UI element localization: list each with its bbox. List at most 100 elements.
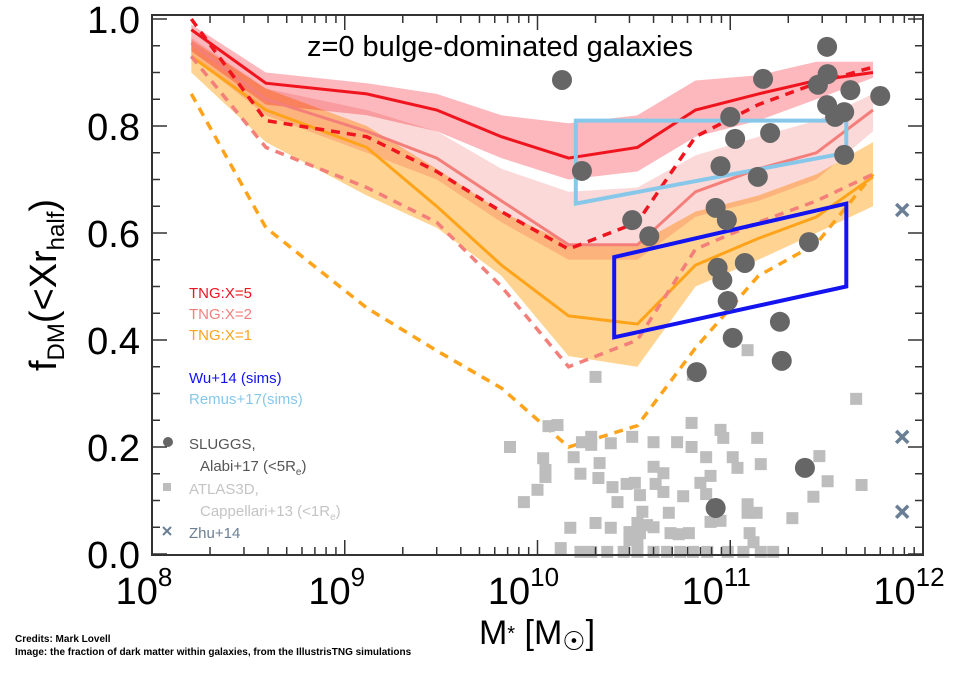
atlas3d-point [593,457,606,470]
atlas3d-point [682,527,695,540]
atlas3d-point [855,478,868,491]
atlas3d-point [704,469,717,482]
atlas3d-point [531,483,544,496]
atlas3d-point [700,451,713,464]
atlas3d-point [674,545,687,558]
legend-entry-cappellari: Cappellari+13 (<1Re) [200,503,341,523]
atlas3d-point [747,536,760,549]
box-wu [612,201,849,340]
atlas3d-point [672,528,685,541]
atlas3d-point [821,475,834,488]
y-label-sub: DM [43,323,70,360]
sluggs-point [807,74,828,95]
atlas3d-point [589,516,602,529]
sluggs-point [710,156,731,177]
legend: TNG:X=5 TNG:X=2 TNG:X=1 Wu+14 (sims) Remus+1… [162,285,341,542]
atlas3d-point [807,490,820,503]
sluggs-point [747,166,768,187]
atlas3d-point [636,505,649,518]
atlas3d-point [564,521,577,534]
atlas3d-point [504,441,517,453]
y-tick-label: 0.8 [87,107,140,149]
atlas3d-point [617,545,630,558]
sluggs-point [734,252,755,273]
legend-entry-sluggs: SLUGGS, [189,436,256,453]
x-tick-label: 109 [308,562,365,613]
atlas3d-point [685,441,698,453]
band-tng-x-2 [191,37,874,260]
sluggs-point [794,457,815,478]
legend-entry-tng-x-1: TNG:X=1 [189,327,252,344]
solar-symbol: ☉ [562,626,585,656]
legend-entry-tng-x-2: TNG:X=2 [189,306,252,323]
y-tick-label: 1.0 [87,0,140,42]
x-tick-base: 10 [682,571,724,613]
legend-entry-box: Remus+17(sims) [189,391,303,408]
atlas3d-point [589,370,602,383]
y-tick-label: 0.0 [87,535,140,577]
atlas3d-point [626,430,639,443]
sluggs-point [753,68,774,89]
zhu-point [894,202,910,218]
atlas3d-point [631,536,644,549]
atlas3d-point [751,431,764,444]
atlas3d-point [813,450,826,463]
y-label-sub2: half [43,211,70,250]
legend-square-marker [163,483,171,491]
sluggs-point [722,327,743,348]
sluggs-point [760,122,781,143]
sluggs-point [870,86,891,107]
atlas3d-point [604,437,617,450]
sluggs-point [571,160,592,181]
atlas3d-point [741,506,754,519]
zhu-point [894,504,910,519]
atlas3d-point [686,545,699,558]
atlas3d-point [714,514,727,527]
atlas3d-point [517,496,530,509]
sluggs-point [725,128,746,149]
legend-entry-alabi: Alabi+17 (<5Re) [200,458,306,478]
x-tick-base: 10 [488,571,530,613]
legend-entry-tng-x-5: TNG:X=5 [189,285,252,302]
sluggs-point [686,362,707,383]
atlas3d-point [726,451,739,464]
atlas3d-point [604,521,617,534]
atlas3d-point [574,545,587,558]
credits-author: Credits: Mark Lovell [15,634,111,645]
x-tick-label: 1010 [488,562,559,613]
cappellari-end: ) [336,503,341,520]
sluggs-point [769,311,790,332]
atlas3d-point [721,545,734,558]
atlas3d-point [647,521,660,534]
sluggs-point [705,497,726,518]
sluggs-point [720,106,741,127]
x-label-end: ] [586,614,595,652]
atlas3d-point [750,506,763,519]
y-label-main: f [23,360,65,371]
atlas3d-point [657,485,670,498]
x-tick-exponent: 11 [724,562,751,592]
atlas3d-point [631,516,644,529]
y-tick-label: 0.6 [87,214,140,256]
credits-caption: Image: the fraction of dark matter withi… [15,647,412,658]
sluggs-point [551,69,572,90]
x-tick-label: 108 [116,562,173,613]
cappellari-text: Cappellari+13 (<1R [200,503,330,520]
atlas3d-point [694,476,707,489]
atlas3d-point [585,438,598,451]
atlas3d-point [661,545,674,558]
sluggs-point [639,226,660,247]
atlas3d-point [671,436,684,449]
dashed-line-tng-x-2 [189,55,874,369]
atlas3d-point [741,344,754,357]
atlas3d-point [554,542,567,555]
legend-entry-atlas3d: ATLAS3D, [189,481,259,498]
zhu-point [894,429,910,445]
atlas3d-point [539,470,552,483]
band-tng-x-5 [191,24,874,180]
chart-title: z=0 bulge-dominated galaxies [307,31,693,63]
x-label-main: M [479,614,507,652]
dashed-line-tng-x-1 [189,93,875,449]
sluggs-point [834,102,855,123]
y-label-end: ) [23,199,65,212]
